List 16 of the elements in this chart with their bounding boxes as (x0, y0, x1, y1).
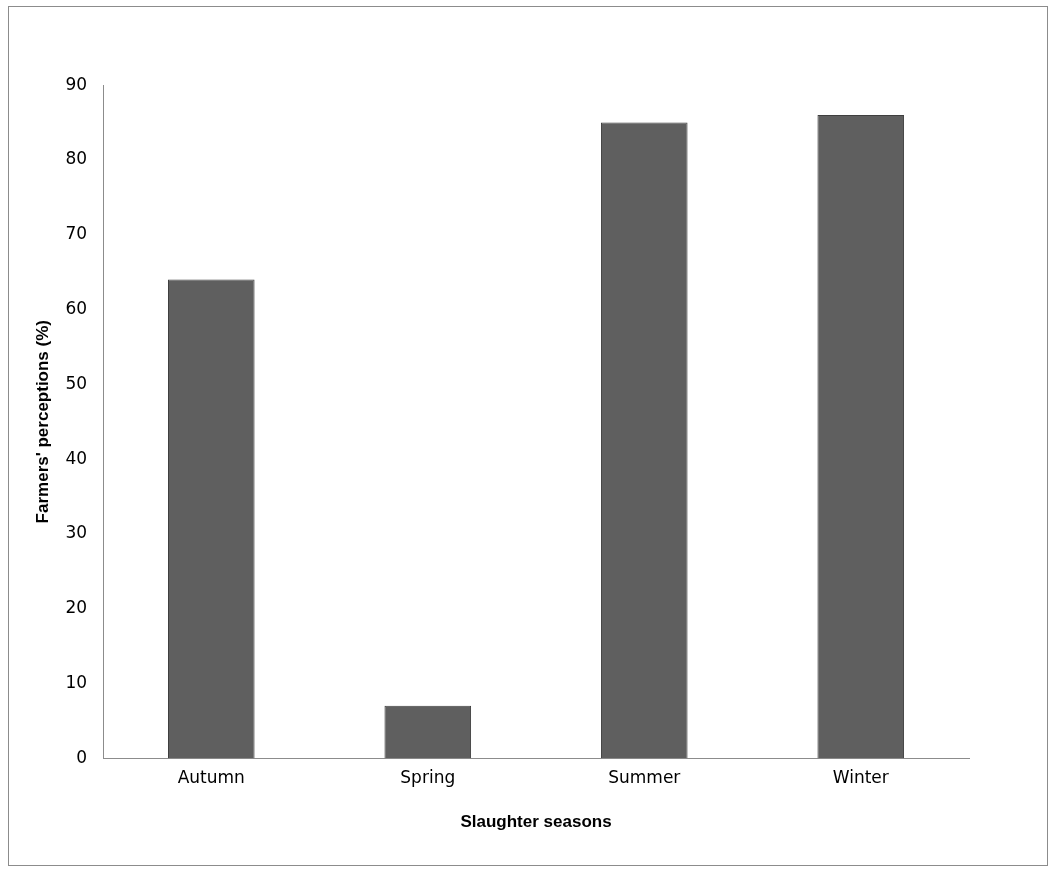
y-tick-label: 0 (76, 746, 88, 767)
x-tick-label: Summer (608, 766, 681, 787)
x-tick-label: Spring (400, 766, 456, 787)
y-tick-label: 40 (65, 447, 88, 468)
y-tick-label: 20 (65, 597, 88, 618)
y-tick-label: 70 (65, 223, 88, 244)
y-tick-label: 10 (65, 671, 88, 692)
y-tick-label: 30 (65, 522, 88, 543)
x-axis-title: Slaughter seasons (460, 812, 612, 832)
y-tick-label: 60 (65, 297, 88, 318)
y-tick-label: 80 (65, 148, 88, 169)
x-tick-label: Autumn (177, 766, 245, 787)
y-tick-label: 50 (65, 372, 88, 393)
y-tick-label: 90 (65, 73, 88, 94)
y-axis-title: Farmers' perceptions (%) (32, 320, 52, 524)
x-tick-label: Winter (832, 766, 889, 787)
